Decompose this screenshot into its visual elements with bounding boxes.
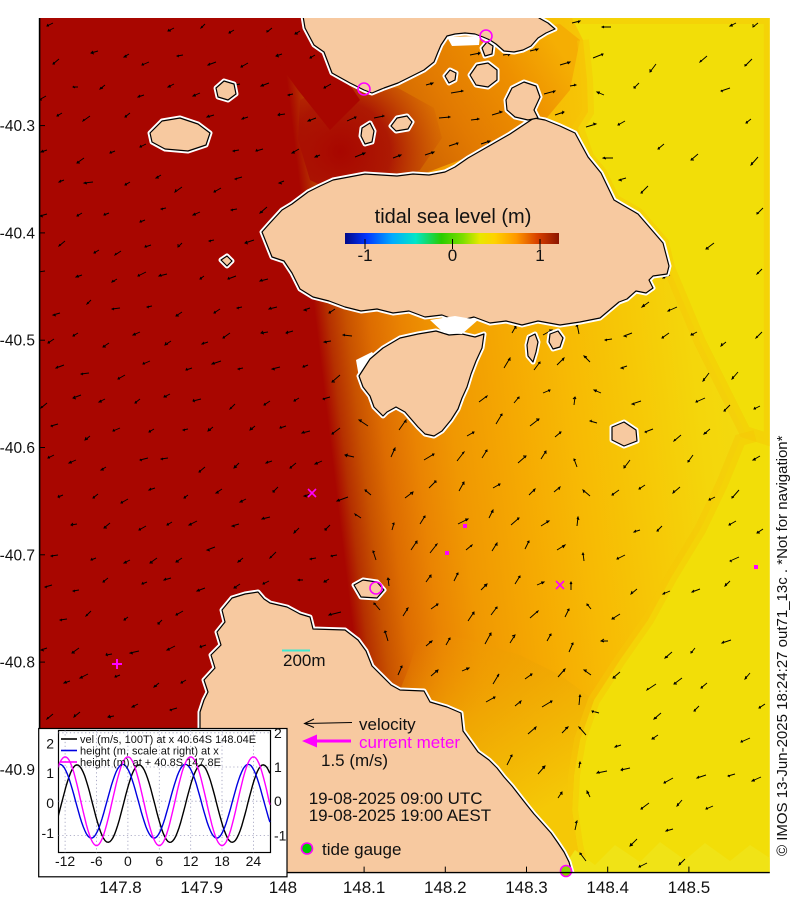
svg-text:tidal sea level (m): tidal sea level (m) [375, 206, 532, 228]
svg-text:19-08-2025 19:00 AEST: 19-08-2025 19:00 AEST [309, 806, 491, 825]
svg-text:-40.8: -40.8 [0, 655, 35, 672]
svg-text:tide gauge: tide gauge [322, 840, 401, 859]
svg-text:-1: -1 [357, 246, 372, 265]
svg-text:-40.7: -40.7 [0, 547, 35, 564]
svg-text:12: 12 [183, 853, 199, 869]
svg-text:18: 18 [214, 853, 230, 869]
svg-text:148.1: 148.1 [343, 878, 386, 897]
svg-text:24: 24 [246, 853, 262, 869]
svg-text:0: 0 [46, 795, 54, 811]
svg-text:148.5: 148.5 [668, 878, 711, 897]
svg-text:-12: -12 [55, 853, 75, 869]
svg-text:1: 1 [46, 765, 54, 781]
svg-text:velocity: velocity [359, 715, 416, 734]
svg-text:height (m, scale at right) at: height (m, scale at right) at x [80, 746, 219, 758]
svg-text:current meter: current meter [359, 733, 460, 752]
svg-text:148.3: 148.3 [505, 878, 548, 897]
svg-text:vel (m/s, 100T) at x 40.64S 14: vel (m/s, 100T) at x 40.64S 148.04E [80, 734, 256, 746]
svg-text:0: 0 [274, 793, 282, 809]
svg-text:0: 0 [448, 246, 457, 265]
svg-text:19-08-2025 09:00 UTC: 19-08-2025 09:00 UTC [309, 789, 483, 808]
svg-text:200m: 200m [283, 651, 326, 670]
svg-text:148.4: 148.4 [586, 878, 629, 897]
svg-text:© IMOS 13-Jun-2025 18:24:27 ou: © IMOS 13-Jun-2025 18:24:27 out71_13c . … [774, 435, 791, 856]
svg-text:-40.5: -40.5 [0, 333, 35, 350]
svg-text:-40.6: -40.6 [0, 440, 35, 457]
svg-text:147.8: 147.8 [99, 878, 142, 897]
svg-text:148.2: 148.2 [424, 878, 467, 897]
svg-text:-1: -1 [42, 825, 55, 841]
svg-text:148: 148 [269, 878, 297, 897]
svg-text:2: 2 [46, 735, 54, 751]
svg-text:-1: -1 [274, 827, 287, 843]
svg-text:2: 2 [274, 725, 282, 741]
svg-text:0: 0 [124, 853, 132, 869]
svg-text:-40.9: -40.9 [0, 762, 35, 779]
svg-text:1: 1 [274, 759, 282, 775]
svg-text:height (m) at + 40.8S 147.8E: height (m) at + 40.8S 147.8E [80, 757, 221, 769]
svg-text:-40.4: -40.4 [0, 225, 35, 242]
svg-text:147.9: 147.9 [180, 878, 223, 897]
svg-text:6: 6 [155, 853, 163, 869]
svg-text:-40.3: -40.3 [0, 118, 35, 135]
svg-text:-6: -6 [90, 853, 103, 869]
svg-text:1: 1 [535, 246, 544, 265]
svg-text:1.5 (m/s): 1.5 (m/s) [321, 751, 388, 770]
